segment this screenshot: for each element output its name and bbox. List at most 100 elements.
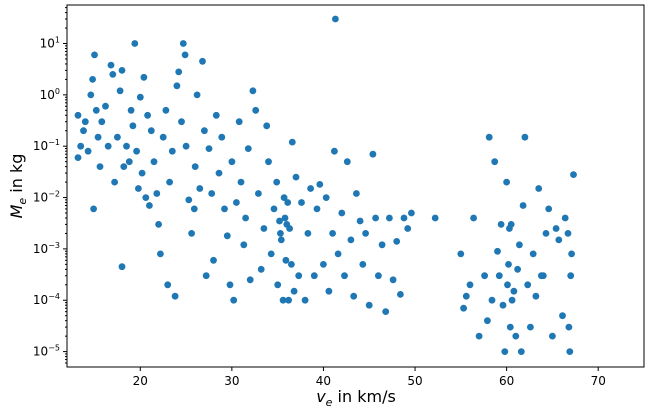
data-point xyxy=(524,281,532,289)
data-point xyxy=(191,163,199,171)
data-point xyxy=(331,147,338,155)
data-point xyxy=(386,214,393,222)
data-point xyxy=(150,158,158,166)
y-tick-label: 10−1 xyxy=(33,138,60,153)
data-point xyxy=(389,276,397,284)
data-point xyxy=(277,230,284,237)
data-point xyxy=(304,230,312,237)
data-point xyxy=(307,185,314,192)
data-point xyxy=(393,238,401,245)
data-point xyxy=(332,15,339,23)
data-point xyxy=(507,221,515,228)
data-point xyxy=(257,265,265,273)
data-point xyxy=(497,221,505,228)
data-point xyxy=(510,287,518,295)
data-point xyxy=(173,82,181,90)
data-point xyxy=(494,247,501,255)
data-point xyxy=(196,185,204,192)
data-point xyxy=(329,230,336,237)
data-point xyxy=(313,205,321,213)
data-point xyxy=(96,163,104,171)
data-point xyxy=(292,173,300,181)
data-point xyxy=(372,214,379,222)
data-point xyxy=(290,287,298,295)
data-point xyxy=(104,142,112,150)
data-point xyxy=(81,118,89,126)
data-point xyxy=(277,236,285,244)
data-point xyxy=(199,57,206,65)
data-point xyxy=(237,178,245,186)
data-point xyxy=(570,171,577,179)
data-point xyxy=(107,61,115,69)
data-point xyxy=(89,76,96,83)
data-point xyxy=(561,214,569,222)
data-point xyxy=(295,272,303,280)
data-point xyxy=(230,296,238,304)
data-point xyxy=(359,261,367,268)
data-point xyxy=(233,199,240,206)
data-point xyxy=(273,178,281,186)
data-point xyxy=(202,272,210,280)
data-point xyxy=(210,256,217,264)
x-tick-label: 70 xyxy=(591,374,606,388)
x-axis-ticks: 20 30 40 50 60 70 xyxy=(133,367,606,388)
data-point xyxy=(322,194,330,202)
data-point xyxy=(568,250,575,258)
data-point xyxy=(155,221,163,228)
data-point xyxy=(255,190,262,197)
data-point xyxy=(475,332,483,340)
data-point xyxy=(564,230,572,237)
data-point xyxy=(125,158,133,166)
data-point xyxy=(127,106,135,114)
data-point xyxy=(133,147,141,155)
data-point xyxy=(505,261,512,268)
data-point xyxy=(235,118,243,126)
data-point xyxy=(462,292,470,300)
data-point xyxy=(514,265,521,273)
data-point xyxy=(116,87,124,95)
data-point xyxy=(84,147,92,155)
data-point xyxy=(87,91,95,99)
data-point xyxy=(135,185,142,192)
x-tick-label: 60 xyxy=(499,374,514,388)
data-point xyxy=(397,291,404,298)
data-point xyxy=(129,122,137,130)
data-point xyxy=(281,214,289,222)
data-point xyxy=(400,214,408,222)
data-point xyxy=(147,127,155,135)
data-point xyxy=(114,133,121,141)
data-point xyxy=(193,91,201,99)
data-point xyxy=(284,199,292,206)
data-point xyxy=(565,323,573,331)
data-point xyxy=(118,263,126,271)
data-point xyxy=(343,158,351,166)
data-point xyxy=(280,194,288,202)
data-point xyxy=(215,169,223,177)
data-point xyxy=(517,348,525,355)
data-point xyxy=(320,261,327,268)
y-tick-label: 10−4 xyxy=(33,292,60,307)
data-point xyxy=(175,68,183,76)
data-point xyxy=(282,256,290,264)
data-point xyxy=(288,138,296,146)
data-point xyxy=(404,225,412,232)
data-point xyxy=(334,250,342,258)
data-point xyxy=(508,296,516,304)
data-point xyxy=(362,230,369,237)
data-point xyxy=(226,281,234,289)
data-point xyxy=(260,225,268,232)
data-point xyxy=(276,217,283,225)
data-point xyxy=(535,185,543,192)
data-point xyxy=(484,317,491,325)
data-point xyxy=(188,230,196,237)
data-point xyxy=(142,194,150,202)
data-point xyxy=(566,348,574,355)
data-point xyxy=(567,272,575,280)
data-point xyxy=(74,154,82,162)
x-tick-label: 30 xyxy=(224,374,239,388)
data-point xyxy=(527,323,534,331)
data-point xyxy=(545,205,553,213)
plot-frame xyxy=(66,4,645,368)
data-point xyxy=(111,178,118,186)
